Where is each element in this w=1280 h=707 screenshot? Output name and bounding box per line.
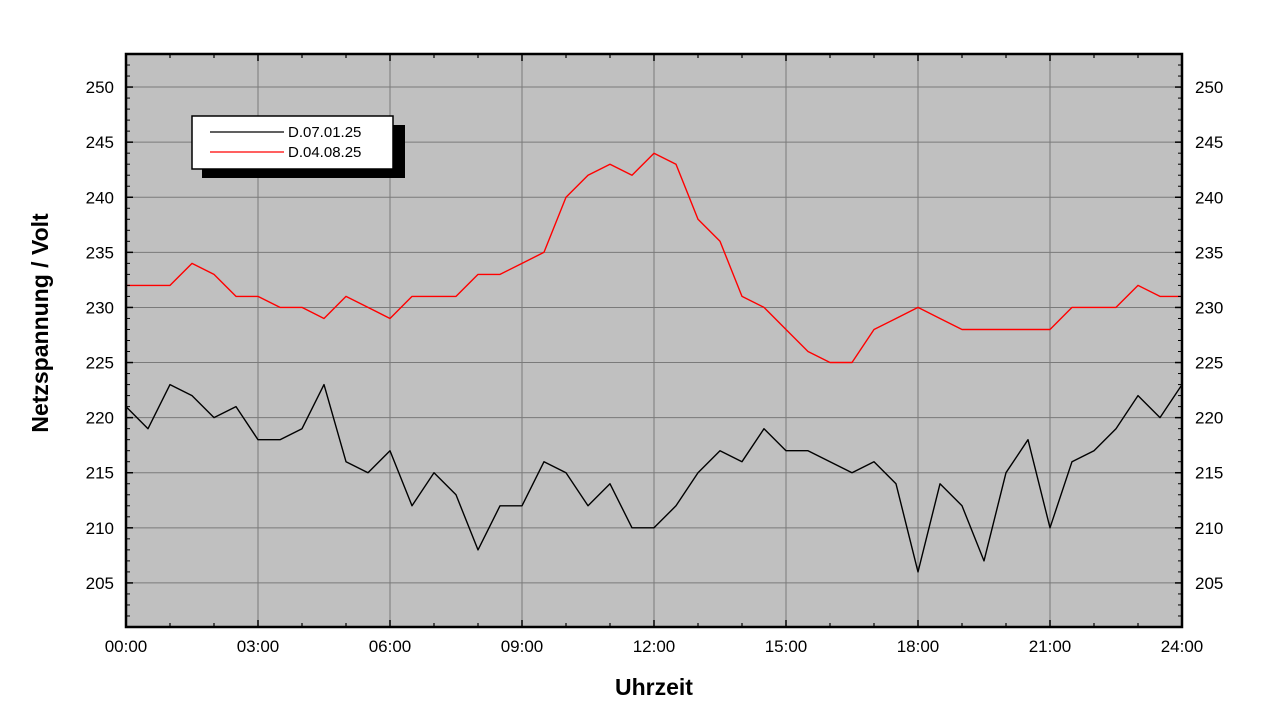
- y-tick-label-right: 205: [1195, 574, 1223, 593]
- y-axis-title: Netzspannung / Volt: [27, 213, 53, 433]
- y-tick-label-left: 205: [86, 574, 114, 593]
- x-tick-label: 12:00: [633, 637, 676, 656]
- y-tick-label-right: 230: [1195, 298, 1223, 317]
- y-tick-label-right: 245: [1195, 133, 1223, 152]
- x-axis-title: Uhrzeit: [615, 674, 693, 700]
- legend-box: [191, 115, 394, 170]
- y-tick-label-right: 225: [1195, 354, 1223, 373]
- tick-labels: 00:00 03:00 06:00 09:00 12:00 15:00 18:00 21:00…: [86, 78, 1224, 656]
- y-tick-label-left: 250: [86, 78, 114, 97]
- y-tick-label-left: 225: [86, 354, 114, 373]
- y-tick-label-right: 210: [1195, 519, 1223, 538]
- y-tick-label-right: 235: [1195, 243, 1223, 262]
- y-tick-label-left: 230: [86, 298, 114, 317]
- y-tick-label-left: 235: [86, 243, 114, 262]
- y-tick-label-left: 240: [86, 188, 114, 207]
- x-tick-label: 24:00: [1161, 637, 1204, 656]
- y-tick-label-right: 220: [1195, 409, 1223, 428]
- y-tick-label-left: 210: [86, 519, 114, 538]
- legend: D.07.01.25 D.04.08.25: [191, 115, 405, 178]
- y-tick-label-left: 220: [86, 409, 114, 428]
- series-line-2: [126, 152, 1182, 364]
- axis-ticks: [125, 53, 1183, 628]
- y-tick-label-left: 245: [86, 133, 114, 152]
- x-tick-label: 09:00: [501, 637, 544, 656]
- x-tick-label: 15:00: [765, 637, 808, 656]
- y-tick-label-right: 240: [1195, 188, 1223, 207]
- y-tick-label-left: 215: [86, 464, 114, 483]
- x-tick-label: 03:00: [237, 637, 280, 656]
- y-tick-label-right: 250: [1195, 78, 1223, 97]
- legend-label-series-1: D.07.01.25: [288, 124, 361, 141]
- y-tick-label-right: 215: [1195, 464, 1223, 483]
- series-line-1: [125, 383, 1183, 573]
- series-lines: [125, 152, 1183, 573]
- x-tick-label: 00:00: [105, 637, 148, 656]
- legend-label-series-2: D.04.08.25: [288, 144, 361, 161]
- x-tick-label: 06:00: [369, 637, 412, 656]
- x-tick-label: 21:00: [1029, 637, 1072, 656]
- x-tick-label: 18:00: [897, 637, 940, 656]
